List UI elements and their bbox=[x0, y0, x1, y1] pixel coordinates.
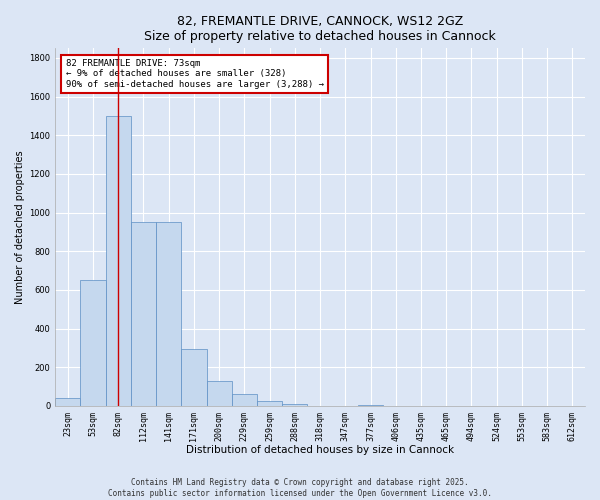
Bar bbox=[257, 401, 282, 406]
Text: 82 FREMANTLE DRIVE: 73sqm
← 9% of detached houses are smaller (328)
90% of semi-: 82 FREMANTLE DRIVE: 73sqm ← 9% of detach… bbox=[66, 59, 324, 89]
Bar bbox=[206, 381, 232, 406]
X-axis label: Distribution of detached houses by size in Cannock: Distribution of detached houses by size … bbox=[186, 445, 454, 455]
Bar bbox=[232, 394, 257, 406]
Bar bbox=[106, 116, 131, 406]
Bar bbox=[55, 398, 80, 406]
Bar bbox=[358, 405, 383, 406]
Bar bbox=[80, 280, 106, 406]
Bar bbox=[282, 404, 307, 406]
Bar bbox=[131, 222, 156, 406]
Title: 82, FREMANTLE DRIVE, CANNOCK, WS12 2GZ
Size of property relative to detached hou: 82, FREMANTLE DRIVE, CANNOCK, WS12 2GZ S… bbox=[144, 15, 496, 43]
Y-axis label: Number of detached properties: Number of detached properties bbox=[15, 150, 25, 304]
Bar bbox=[181, 349, 206, 406]
Text: Contains HM Land Registry data © Crown copyright and database right 2025.
Contai: Contains HM Land Registry data © Crown c… bbox=[108, 478, 492, 498]
Bar bbox=[156, 222, 181, 406]
